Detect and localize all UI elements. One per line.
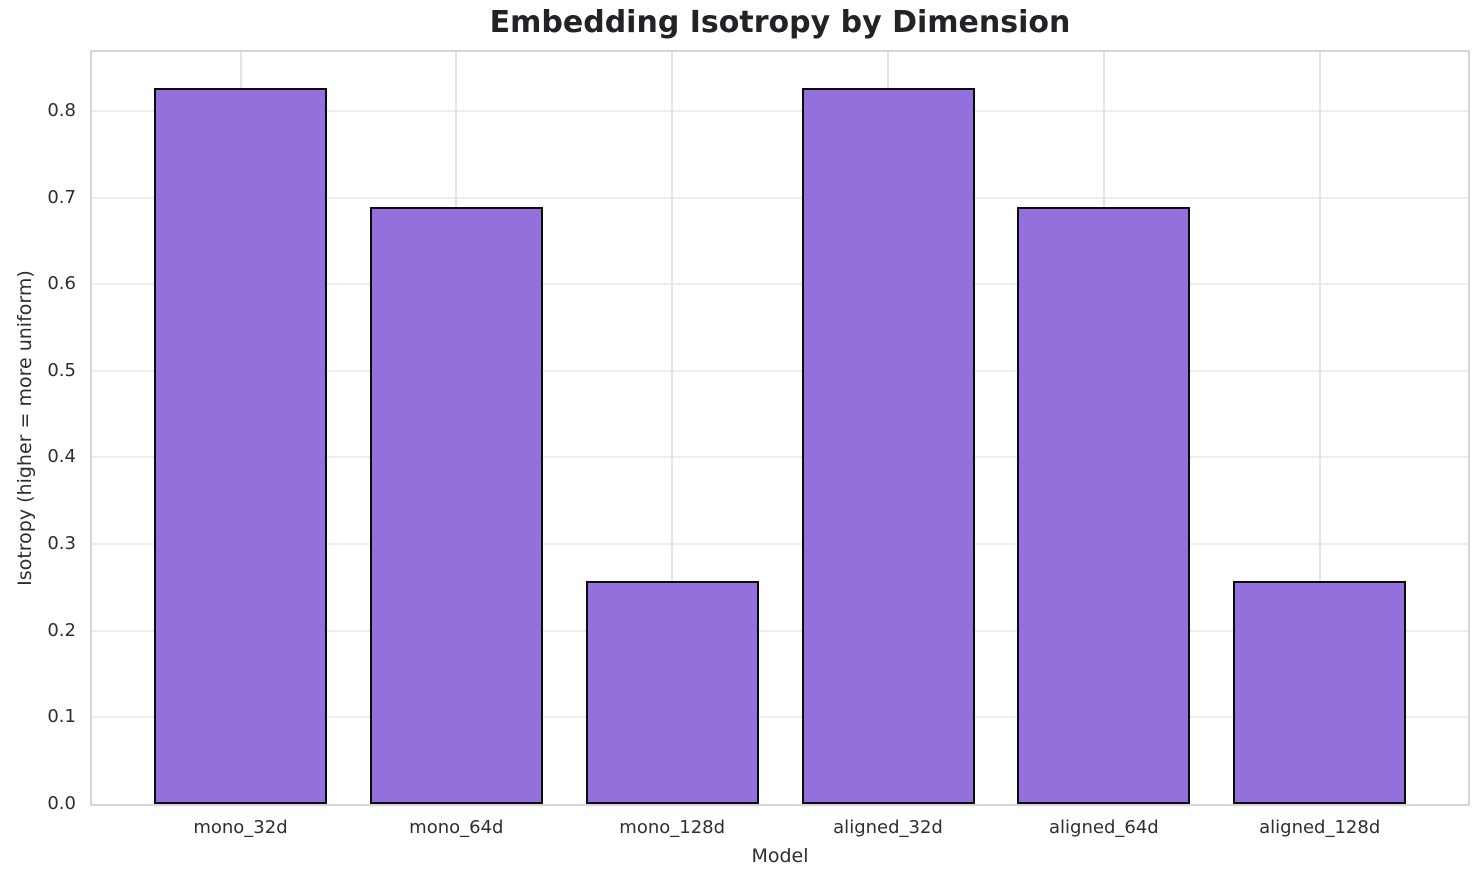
chart-title: Embedding Isotropy by Dimension xyxy=(489,5,1071,40)
y-tick-label: 0.7 xyxy=(47,186,76,208)
y-tick-label: 0.8 xyxy=(47,99,76,121)
h-gridline xyxy=(92,716,1468,719)
h-gridline xyxy=(92,196,1468,199)
x-tick-label-mono_64d: mono_64d xyxy=(409,817,504,838)
h-gridline xyxy=(92,109,1468,112)
x-tick-label-aligned_32d: aligned_32d xyxy=(833,817,943,838)
plot-area xyxy=(90,50,1470,806)
bar-aligned_64d xyxy=(1017,207,1191,804)
x-tick-label-mono_128d: mono_128d xyxy=(619,817,726,838)
h-gridline xyxy=(92,456,1468,459)
y-tick-label: 0.2 xyxy=(47,619,76,641)
h-gridline xyxy=(92,543,1468,546)
y-tick-label: 0.5 xyxy=(47,359,76,381)
bar-mono_32d xyxy=(154,87,327,804)
v-gridline xyxy=(671,52,674,804)
y-tick-label: 0.3 xyxy=(47,533,76,555)
bar-aligned_32d xyxy=(801,87,975,804)
y-tick-label: 0.0 xyxy=(47,793,76,814)
x-tick-label-aligned_64d: aligned_64d xyxy=(1049,817,1159,838)
h-gridline xyxy=(92,283,1468,286)
v-gridline xyxy=(1318,52,1321,804)
y-tick-label: 0.6 xyxy=(47,273,76,295)
bar-mono_128d xyxy=(585,581,759,804)
bar-mono_64d xyxy=(369,207,543,804)
y-axis-label: Isotropy (higher = more uniform) xyxy=(14,270,36,586)
x-tick-label-aligned_128d: aligned_128d xyxy=(1259,817,1381,838)
x-tick-label-mono_32d: mono_32d xyxy=(193,817,288,838)
h-gridline xyxy=(92,629,1468,632)
h-gridline xyxy=(92,369,1468,372)
y-tick-label: 0.4 xyxy=(47,446,76,468)
bar-aligned_128d xyxy=(1233,581,1407,804)
x-axis-label: Model xyxy=(751,845,809,867)
y-tick-label: 0.1 xyxy=(47,706,76,728)
